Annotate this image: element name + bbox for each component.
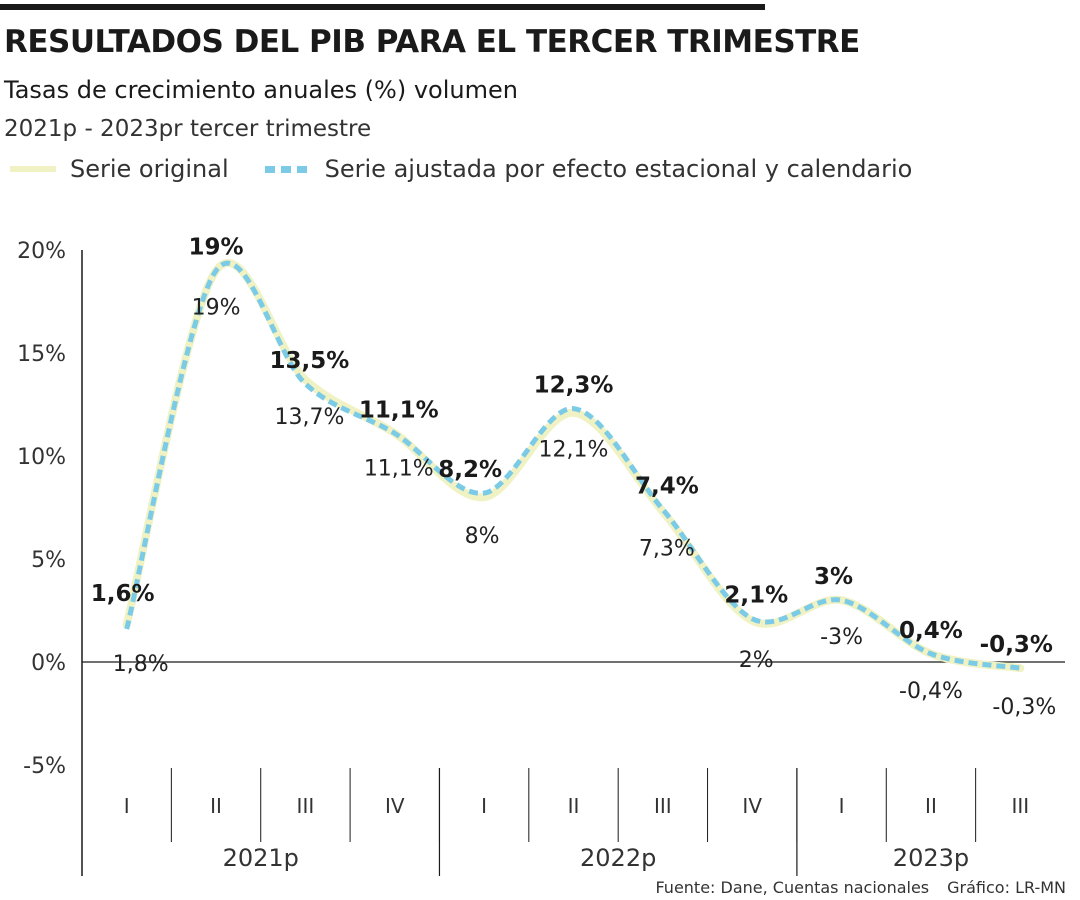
data-label-original: 19%	[192, 296, 241, 321]
legend-swatch-adjusted	[264, 165, 311, 173]
year-label: 2022p	[580, 844, 656, 872]
x-tick-label: I	[124, 794, 130, 818]
y-tick-label: 10%	[17, 445, 66, 470]
data-label-adjusted: 12,3%	[534, 373, 614, 399]
y-tick-label: -5%	[23, 754, 66, 779]
series-line-original	[122, 259, 1025, 673]
chart-period: 2021p - 2023pr tercer trimestre	[4, 116, 372, 142]
data-label-adjusted: 3%	[814, 564, 853, 590]
y-tick-label: 15%	[17, 342, 66, 367]
chart-subtitle: Tasas de crecimiento anuales (%) volumen	[4, 76, 518, 104]
x-tick-label: I	[839, 794, 845, 818]
x-tick-label: III	[654, 794, 672, 818]
x-tick-label: II	[925, 794, 937, 818]
data-label-original: 7,3%	[639, 537, 695, 562]
data-label-adjusted: 1,6%	[91, 581, 155, 607]
data-label-adjusted: 13,5%	[270, 348, 350, 374]
series-line-adjusted	[124, 260, 1021, 671]
year-label: 2021p	[223, 844, 299, 872]
legend-item-original: Serie original	[10, 155, 229, 183]
data-label-original: 2%	[739, 648, 774, 673]
data-label-adjusted: 19%	[189, 235, 244, 261]
data-label-original: -0,3%	[992, 695, 1056, 720]
legend-item-adjusted: Serie ajustada por efecto estacional y c…	[264, 155, 913, 183]
legend-swatch-original	[10, 166, 56, 172]
data-label-original: 12,1%	[539, 438, 609, 463]
x-tick-label: IV	[742, 794, 762, 818]
legend-label-adjusted: Serie ajustada por efecto estacional y c…	[324, 155, 913, 183]
x-tick-label: III	[1011, 794, 1029, 818]
data-label-adjusted: 11,1%	[359, 397, 439, 423]
y-tick-label: 20%	[17, 239, 66, 264]
data-label-original: -0,4%	[899, 679, 963, 704]
data-label-original: 13,7%	[274, 405, 344, 430]
data-label-original: 1,8%	[113, 652, 169, 677]
chart-title: RESULTADOS DEL PIB PARA EL TERCER TRIMES…	[4, 24, 860, 60]
year-label: 2023p	[893, 844, 969, 872]
legend: Serie original Serie ajustada por efecto…	[10, 152, 948, 186]
data-label-adjusted: 8,2%	[438, 457, 502, 483]
credit-text: Gráfico: LR-MN	[947, 878, 1066, 897]
x-tick-label: III	[297, 794, 315, 818]
x-tick-label: IV	[385, 794, 405, 818]
x-tick-label: I	[481, 794, 487, 818]
source-text: Fuente: Dane, Cuentas nacionales	[655, 878, 930, 897]
y-tick-label: 0%	[31, 651, 66, 676]
data-label-adjusted: 0,4%	[899, 618, 963, 644]
x-tick-label: II	[210, 794, 222, 818]
data-label-original: 8%	[465, 524, 500, 549]
y-tick-label: 5%	[31, 548, 66, 573]
data-label-adjusted: -0,3%	[980, 632, 1053, 658]
top-rule	[0, 4, 765, 10]
data-label-adjusted: 2,1%	[724, 583, 788, 609]
data-label-original: 11,1%	[364, 456, 434, 481]
x-tick-label: II	[568, 794, 580, 818]
legend-label-original: Serie original	[70, 155, 229, 183]
data-label-adjusted: 7,4%	[635, 474, 699, 500]
source-note: Fuente: Dane, Cuentas nacionales Gráfico:…	[637, 878, 1066, 897]
data-label-original: -3%	[820, 625, 863, 650]
